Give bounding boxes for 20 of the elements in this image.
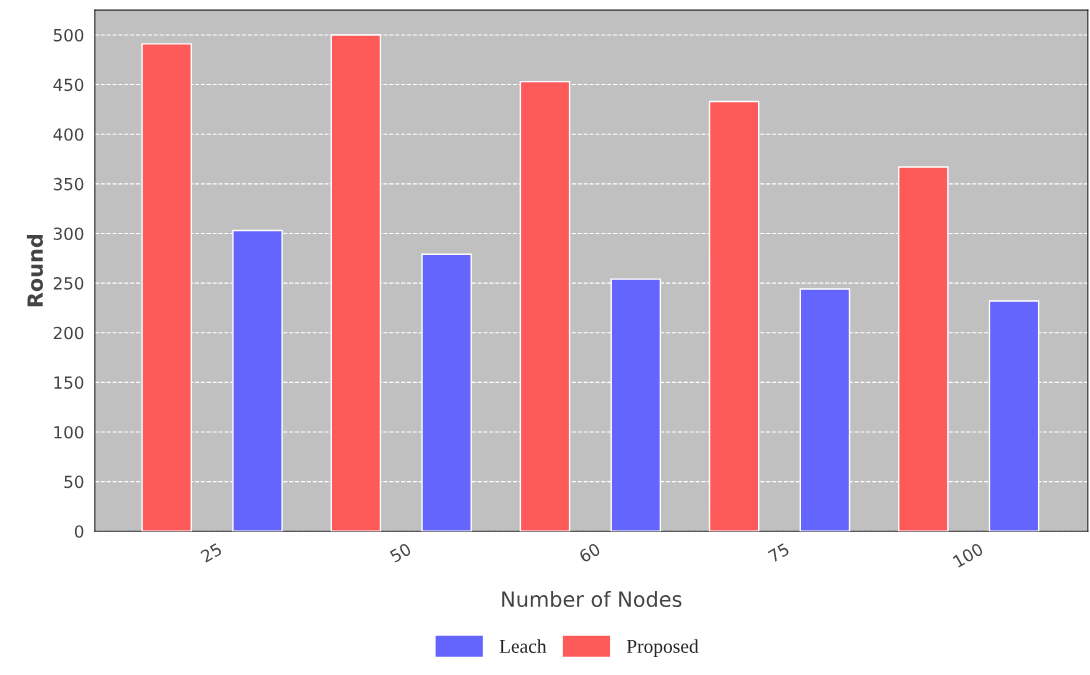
x-tick-label: 100 — [952, 542, 984, 568]
legend-label: Leach — [499, 639, 547, 653]
y-axis-title: Round — [26, 234, 44, 307]
y-tick-label: 500 — [53, 28, 84, 42]
y-tick-label: 0 — [74, 525, 84, 538]
x-tick-label: 50 — [389, 542, 412, 563]
y-tick-label: 250 — [53, 277, 84, 290]
y-tick-label: 300 — [53, 227, 84, 241]
y-tick-label: 400 — [53, 128, 84, 141]
y-tick-label: 450 — [53, 78, 84, 92]
legend-label: Proposed — [626, 639, 699, 657]
y-tick-label: 350 — [53, 177, 84, 191]
y-tick-label: 100 — [54, 425, 84, 439]
y-tick-label: 150 — [54, 376, 84, 389]
y-tick-label: 200 — [53, 326, 84, 340]
x-axis-title: Number of Nodes — [502, 590, 682, 608]
x-tick-label: 75 — [767, 542, 790, 563]
x-tick-label: 60 — [578, 542, 602, 563]
x-tick-label: 25 — [200, 542, 223, 563]
y-tick-label: 50 — [64, 475, 84, 489]
